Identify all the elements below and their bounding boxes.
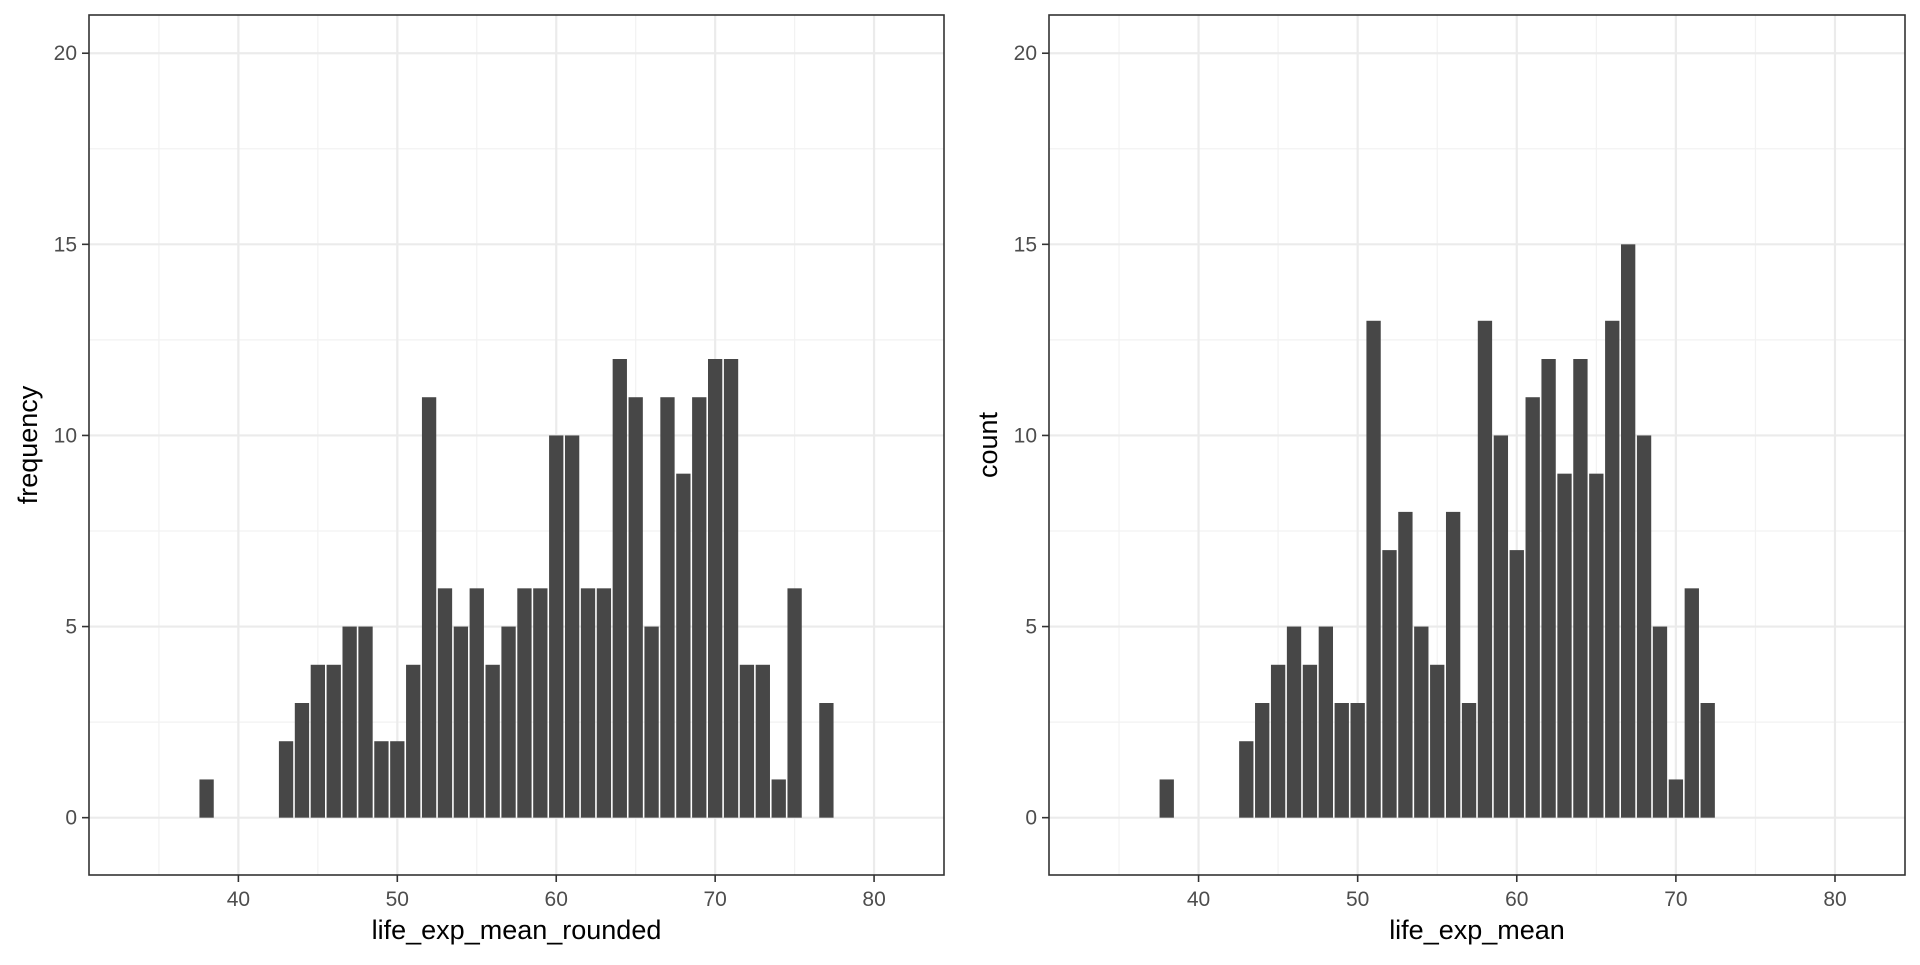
bar (676, 473, 691, 818)
bar (1525, 397, 1540, 818)
bar (1557, 473, 1572, 818)
y-tick-label: 10 (54, 424, 77, 447)
bar (580, 588, 596, 818)
y-tick-label: 0 (1025, 807, 1037, 830)
bar (421, 397, 437, 818)
y-tick-label: 10 (1014, 424, 1037, 447)
x-tick-label: 80 (862, 888, 885, 911)
bar (469, 588, 484, 818)
bar (294, 703, 310, 818)
x-tick-label: 40 (227, 888, 250, 911)
bar (1509, 550, 1524, 818)
bar (549, 435, 564, 818)
bar (310, 664, 325, 818)
bar (628, 397, 643, 818)
bar (1159, 779, 1174, 818)
bar (278, 741, 294, 818)
bar (1461, 703, 1477, 818)
panel-border (1048, 14, 1906, 876)
panel-border (88, 14, 945, 876)
bar (1700, 703, 1715, 818)
y-tick-label: 20 (54, 42, 77, 65)
bar (1414, 626, 1429, 818)
bar (755, 664, 770, 818)
bar (1445, 511, 1461, 818)
chart-panel-left: 40 50 60 70 80 0 5 10 15 20 life_exp_mean_rounded f… (13, 14, 945, 945)
bar (660, 397, 675, 818)
bar (1589, 473, 1604, 818)
bar (358, 626, 373, 818)
x-tick-label: 40 (1187, 888, 1210, 911)
x-axis-title: life_exp_mean (1389, 915, 1565, 945)
bar (1636, 435, 1652, 818)
bar (708, 359, 723, 818)
bar (1620, 244, 1636, 818)
bar (199, 779, 214, 818)
bar (739, 664, 755, 818)
bar (1302, 664, 1318, 818)
bar (1270, 664, 1286, 818)
bar (1382, 550, 1397, 818)
bar (437, 588, 453, 818)
y-axis-title: count (973, 411, 1003, 478)
bar (1605, 320, 1620, 818)
bar (342, 626, 357, 818)
bar (1366, 320, 1381, 818)
bar (1477, 320, 1493, 818)
bar (1668, 779, 1684, 818)
y-axis-title: frequency (13, 385, 43, 504)
bar (1430, 664, 1445, 818)
bar (406, 664, 421, 818)
y-tick-label: 0 (65, 807, 77, 830)
bar (390, 741, 405, 818)
bar (326, 664, 341, 818)
bar (1334, 703, 1349, 818)
bar (374, 741, 389, 818)
bar (1541, 359, 1556, 818)
x-tick-label: 70 (1664, 888, 1687, 911)
y-tick-label: 20 (1014, 42, 1037, 65)
y-tick-label: 5 (65, 616, 77, 639)
bar (1652, 626, 1668, 818)
bar (596, 588, 612, 818)
bar (1398, 511, 1413, 818)
x-tick-label: 60 (545, 888, 568, 911)
y-tick-label: 15 (54, 233, 77, 256)
bar (723, 359, 739, 818)
bar (692, 397, 707, 818)
bar (1318, 626, 1334, 818)
bar (1239, 741, 1254, 818)
y-tick-label: 15 (1014, 233, 1037, 256)
x-tick-label: 70 (703, 888, 726, 911)
bar (1286, 626, 1302, 818)
bar (533, 588, 548, 818)
x-tick-label: 60 (1505, 888, 1528, 911)
x-tick-label: 50 (1346, 888, 1369, 911)
bar (485, 664, 500, 818)
bar (517, 588, 532, 818)
bar (564, 435, 580, 818)
bar (1684, 588, 1699, 818)
bar (1573, 359, 1588, 818)
bar (644, 626, 659, 818)
bar (1350, 703, 1365, 818)
x-tick-label: 50 (386, 888, 409, 911)
chart-panel-right: 40 50 60 70 80 0 5 10 15 20 life_exp_mean count (973, 14, 1906, 945)
bar (787, 588, 802, 818)
bar (612, 359, 627, 818)
bar (819, 703, 834, 818)
x-tick-label: 80 (1823, 888, 1846, 911)
bar (771, 779, 786, 818)
bar (453, 626, 469, 818)
bar (1255, 703, 1270, 818)
bar (1493, 435, 1509, 818)
y-tick-label: 5 (1025, 616, 1037, 639)
x-axis-title: life_exp_mean_rounded (372, 915, 662, 945)
bar (501, 626, 516, 818)
